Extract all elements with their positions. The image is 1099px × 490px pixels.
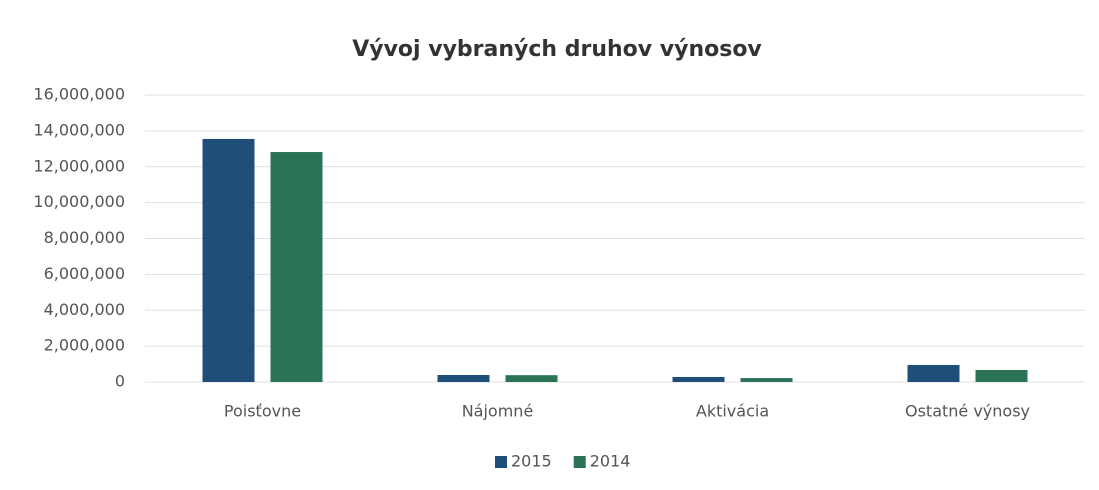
x-tick-label: Aktivácia bbox=[696, 402, 769, 421]
bar bbox=[505, 375, 558, 382]
y-tick-label: 10,000,000 bbox=[33, 192, 125, 211]
bar bbox=[437, 375, 490, 382]
x-tick-label: Nájomné bbox=[462, 402, 534, 421]
bar bbox=[907, 364, 960, 382]
legend-swatch bbox=[495, 456, 507, 468]
bar bbox=[672, 376, 725, 382]
legend-swatch bbox=[573, 456, 586, 468]
x-tick-label: Ostatné výnosy bbox=[905, 402, 1030, 421]
y-tick-label: 2,000,000 bbox=[44, 336, 125, 355]
bar bbox=[202, 138, 255, 382]
x-tick-label: Poisťovne bbox=[224, 402, 301, 421]
legend-label: 2015 bbox=[511, 452, 552, 471]
y-tick-label: 4,000,000 bbox=[44, 300, 125, 319]
y-tick-label: 14,000,000 bbox=[33, 120, 125, 139]
bar bbox=[270, 152, 323, 382]
y-tick-label: 0 bbox=[115, 372, 125, 391]
chart-title: Vývoj vybraných druhov výnosov bbox=[352, 37, 762, 62]
bar bbox=[975, 369, 1028, 382]
bar bbox=[740, 378, 793, 382]
y-tick-label: 8,000,000 bbox=[44, 228, 125, 247]
y-tick-label: 6,000,000 bbox=[44, 264, 125, 283]
y-tick-label: 12,000,000 bbox=[33, 156, 125, 175]
y-tick-label: 16,000,000 bbox=[33, 85, 125, 104]
legend-label: 2014 bbox=[590, 452, 631, 471]
